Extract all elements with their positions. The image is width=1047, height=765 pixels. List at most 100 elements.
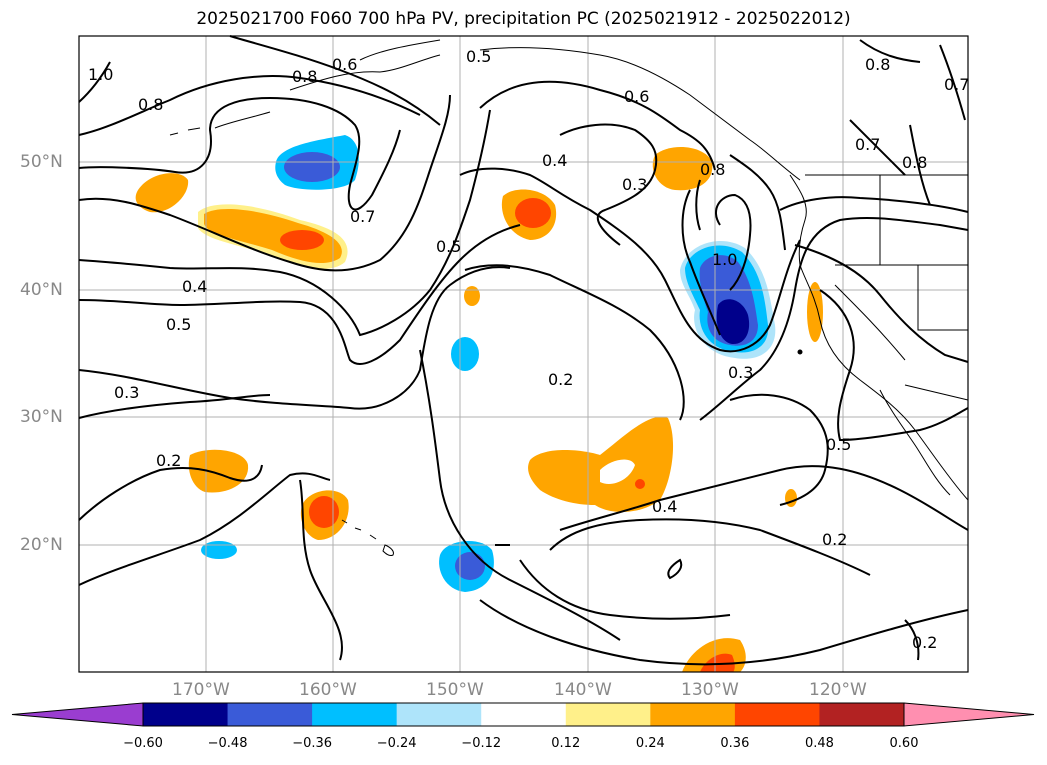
lon-label: 170°W	[172, 680, 230, 700]
lat-label: 40°N	[20, 280, 63, 300]
pv-contour	[859, 39, 921, 63]
contour-label: 0.5	[826, 435, 851, 454]
contour-label: 0.3	[114, 383, 139, 402]
precip-positive-core	[309, 496, 339, 528]
state-border	[917, 265, 968, 331]
contour-label: 0.5	[166, 315, 191, 334]
pv-contour	[479, 80, 716, 171]
contour-label: 0.7	[944, 75, 969, 94]
pv-contour	[78, 94, 451, 272]
pv-contour	[479, 599, 969, 666]
coastlines	[169, 39, 969, 556]
colorbar-tick-label: 0.24	[635, 736, 665, 751]
precip-positive-area	[528, 416, 674, 512]
pv-contour	[904, 619, 920, 661]
colorbar-tick-label: −0.48	[207, 736, 248, 751]
precip-positive-core	[700, 653, 735, 672]
precip-negative-core	[716, 299, 750, 345]
pv-contour	[78, 75, 421, 136]
colorbar-bin	[227, 703, 313, 726]
colorbar-tick-label: 0.48	[804, 736, 834, 751]
pv-contour	[78, 464, 263, 521]
colorbar-bin	[312, 703, 398, 726]
state-border	[834, 284, 906, 361]
precip-negative-core	[455, 552, 485, 580]
lon-label: 160°W	[299, 680, 357, 700]
contour-label: 0.3	[622, 175, 647, 194]
contour-label: 0.2	[156, 451, 181, 470]
precip-negative-core	[284, 152, 340, 182]
canada-us-coast	[789, 174, 969, 501]
pv-contour	[794, 244, 969, 363]
lat-label: 30°N	[20, 407, 63, 427]
colorbar-bin	[481, 703, 567, 726]
colorbar-bin	[650, 703, 736, 726]
baja-coast	[879, 389, 951, 496]
precip-positive-area	[135, 173, 189, 213]
alaska-coast	[289, 39, 801, 181]
us-mexico-border	[904, 384, 969, 401]
pv-contour	[819, 289, 969, 442]
precip-positive-area	[652, 146, 713, 191]
contour-label: 0.8	[865, 55, 890, 74]
contour-label: 0.7	[855, 135, 880, 154]
pv-contour	[681, 189, 721, 336]
map-title: 2025021700 F060 700 hPa PV, precipitatio…	[196, 9, 851, 29]
precip-positive-core	[515, 198, 551, 228]
precip-positive-area	[464, 286, 480, 306]
pv-contour	[779, 196, 969, 213]
pv-contour	[519, 559, 731, 620]
contour-label: 0.7	[350, 207, 375, 226]
pv-contour	[78, 109, 491, 337]
precip-positive-core	[280, 230, 324, 250]
colorbar-bin	[143, 703, 229, 726]
pv-contour	[78, 96, 401, 211]
pv-contour	[78, 472, 331, 586]
pv-contour	[229, 35, 441, 126]
pv-contour	[715, 193, 752, 291]
colorbar-tick-label: 0.36	[720, 736, 750, 751]
colorbar-tick-label: 0.12	[551, 736, 581, 751]
pv-contour	[695, 179, 701, 231]
pv-contour	[939, 44, 966, 121]
pv-contour	[78, 266, 511, 410]
lon-label: 150°W	[426, 680, 484, 700]
pv-contour	[78, 224, 521, 365]
pv-contours	[78, 35, 969, 666]
contour-label: 1.0	[88, 65, 113, 84]
contour-label: 0.6	[624, 87, 649, 106]
colorbar	[11, 702, 1035, 727]
contour-label: 0.4	[652, 497, 677, 516]
contour-label: 0.2	[548, 370, 573, 389]
colorbar-tick-label: −0.24	[376, 736, 417, 751]
pv-contour	[667, 558, 683, 580]
contour-label: 0.5	[436, 237, 461, 256]
colorbar-bin	[565, 703, 651, 726]
colorbar-extend-max	[903, 702, 1035, 727]
hawaii-islands	[341, 519, 394, 556]
contour-label: 0.2	[912, 633, 937, 652]
map-frame	[78, 35, 969, 673]
contour-label: 0.8	[902, 153, 927, 172]
contour-label: 0.6	[332, 55, 357, 74]
lon-label: 140°W	[554, 680, 612, 700]
pv-contour	[464, 264, 685, 421]
pv-contour	[419, 349, 621, 641]
precip-shading	[135, 135, 823, 672]
contour-labels: 1.0 0.8 0.8 0.6 0.5 0.6 0.4 0.3 0.8 0.7 …	[88, 47, 969, 652]
pv-contour	[78, 394, 271, 419]
contour-label: 0.4	[542, 151, 567, 170]
contour-label: 0.8	[292, 67, 317, 86]
precip-positive-core	[635, 479, 645, 489]
colorbar-frame	[142, 702, 905, 727]
lat-label: 20°N	[20, 535, 63, 555]
contour-label: 0.3	[728, 363, 753, 382]
colorbar-bin	[396, 703, 482, 726]
colorbar-bin	[734, 703, 820, 726]
lat-label: 50°N	[20, 152, 63, 172]
precip-positive-area	[807, 282, 823, 342]
aleutian-islands	[169, 111, 271, 136]
contour-label: 0.8	[700, 160, 725, 179]
island	[797, 349, 803, 355]
